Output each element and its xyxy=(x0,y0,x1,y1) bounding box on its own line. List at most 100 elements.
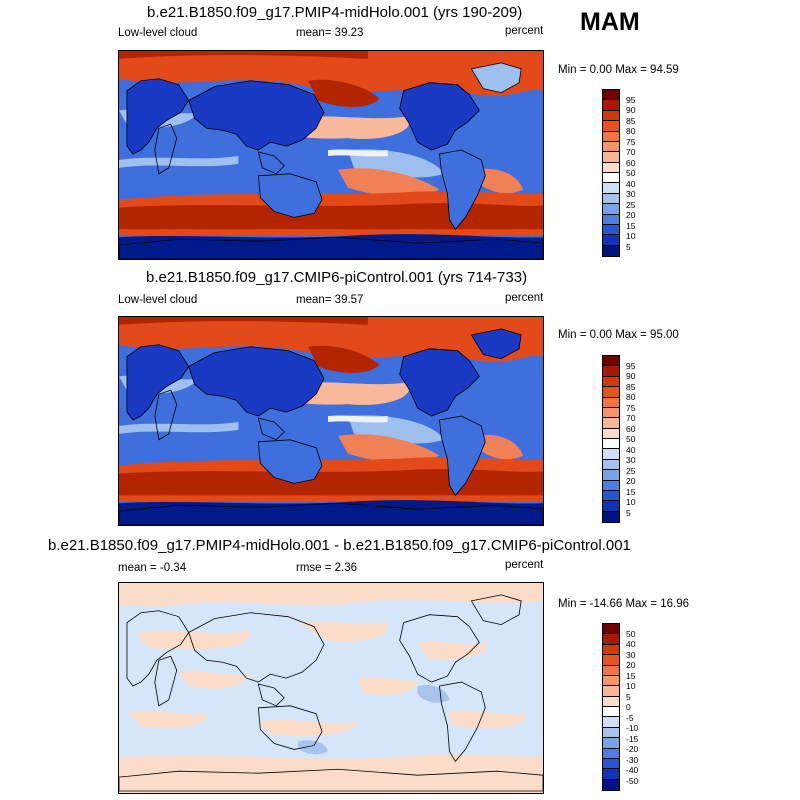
colorbar-tick-label: 90 xyxy=(626,105,636,115)
colorbar-swatch xyxy=(603,397,619,408)
panel-1-field-label: Low-level cloud xyxy=(118,27,198,39)
colorbar-tick-label: -30 xyxy=(626,754,639,765)
panel-3-mean: mean = -0.34 xyxy=(118,562,187,574)
colorbar-tick-label: -50 xyxy=(626,775,639,786)
colorbar-tick-label: 95 xyxy=(626,94,636,105)
panel-1-cloud-field xyxy=(119,51,543,259)
colorbar-swatch xyxy=(603,224,619,236)
colorbar-swatch xyxy=(603,470,619,481)
colorbar-swatch xyxy=(603,418,619,429)
colorbar-tick-label: 50 xyxy=(626,628,636,639)
colorbar-swatch xyxy=(603,758,619,770)
colorbar-tick-label: -40 xyxy=(626,765,639,775)
panel-3-rmse: rmse = 2.36 xyxy=(296,562,358,574)
colorbar-tick-label: 30 xyxy=(626,189,636,199)
panel-2-field-label: Low-level cloud xyxy=(118,294,198,306)
panel-2-title: b.e21.B1850.f09_g17.CMIP6-piControl.001 … xyxy=(146,269,528,286)
colorbar-swatch xyxy=(603,235,619,246)
panel-2-mean: mean= 39.57 xyxy=(296,294,364,306)
colorbar-swatch xyxy=(603,738,619,749)
panel-3-difference-field xyxy=(119,583,543,793)
colorbar-tick-label: 5 xyxy=(626,507,631,518)
colorbar-swatch xyxy=(603,162,619,173)
panel-2-minmax: Min = 0.00 Max = 95.00 xyxy=(558,329,679,341)
colorbar-tick-label: 10 xyxy=(626,497,636,507)
colorbar-tick-label: 20 xyxy=(626,210,636,220)
panel-2-map xyxy=(118,316,544,526)
colorbar-swatch xyxy=(603,634,619,645)
panel-2-colorbar xyxy=(602,355,620,523)
colorbar-tick-label: 75 xyxy=(626,402,636,413)
colorbar-swatch xyxy=(603,100,619,111)
colorbar-tick-label: 20 xyxy=(626,476,636,486)
season-label: MAM xyxy=(580,8,640,36)
colorbar-swatch xyxy=(603,769,619,780)
colorbar-swatch xyxy=(603,501,619,512)
colorbar-tick-label: 80 xyxy=(626,126,636,136)
panel-2-units: percent xyxy=(505,292,544,304)
colorbar-tick-label: 60 xyxy=(626,157,636,168)
colorbar-swatch xyxy=(603,459,619,471)
colorbar-swatch xyxy=(603,779,619,790)
panel-3-colorbar xyxy=(602,623,620,791)
panel-1-colorbar xyxy=(602,89,620,257)
colorbar-tick-label: 15 xyxy=(626,670,636,681)
colorbar-tick-label: 30 xyxy=(626,455,636,465)
colorbar-swatch xyxy=(603,131,619,142)
panel-3-units: percent xyxy=(505,559,544,571)
colorbar-swatch xyxy=(603,193,619,205)
colorbar-tick-label: 60 xyxy=(626,423,636,434)
colorbar-tick-label: 70 xyxy=(626,147,636,157)
panel-1-units: percent xyxy=(505,25,544,37)
colorbar-tick-label: 25 xyxy=(626,465,636,476)
colorbar-swatch xyxy=(603,490,619,502)
colorbar-tick-label: 50 xyxy=(626,168,636,178)
panel-3-title: b.e21.B1850.f09_g17.PMIP4-midHolo.001 - … xyxy=(48,537,631,554)
colorbar-swatch xyxy=(603,675,619,687)
colorbar-swatch xyxy=(603,511,619,522)
panel-1-mean: mean= 39.23 xyxy=(296,27,364,39)
colorbar-swatch xyxy=(603,748,619,759)
colorbar-swatch xyxy=(603,428,619,439)
colorbar-tick-label: 85 xyxy=(626,381,636,392)
panel-1-title: b.e21.B1850.f09_g17.PMIP4-midHolo.001 (y… xyxy=(147,4,523,21)
colorbar-swatch xyxy=(603,366,619,377)
colorbar-tick-label: 5 xyxy=(626,691,631,702)
colorbar-swatch xyxy=(603,707,619,718)
colorbar-swatch xyxy=(603,407,619,419)
colorbar-swatch xyxy=(603,121,619,132)
colorbar-swatch xyxy=(603,727,619,739)
colorbar-swatch xyxy=(603,183,619,194)
colorbar-tick-label: 80 xyxy=(626,392,636,402)
colorbar-tick-label: 10 xyxy=(626,231,636,241)
colorbar-tick-label: 75 xyxy=(626,136,636,147)
colorbar-swatch xyxy=(603,152,619,163)
colorbar-tick-label: 95 xyxy=(626,360,636,371)
panel-1-minmax: Min = 0.00 Max = 94.59 xyxy=(558,64,679,76)
colorbar-tick-label: -5 xyxy=(626,712,634,723)
colorbar-tick-label: 5 xyxy=(626,241,631,252)
colorbar-swatch xyxy=(603,214,619,225)
colorbar-swatch xyxy=(603,376,619,388)
colorbar-tick-label: 20 xyxy=(626,660,636,670)
colorbar-swatch xyxy=(603,449,619,460)
colorbar-swatch xyxy=(603,141,619,153)
colorbar-swatch xyxy=(603,624,619,635)
colorbar-swatch xyxy=(603,356,619,367)
colorbar-tick-label: 30 xyxy=(626,649,636,660)
colorbar-tick-label: 90 xyxy=(626,371,636,381)
colorbar-swatch xyxy=(603,439,619,450)
colorbar-tick-label: 40 xyxy=(626,444,636,455)
colorbar-swatch xyxy=(603,387,619,398)
colorbar-swatch xyxy=(603,665,619,676)
colorbar-tick-label: 70 xyxy=(626,413,636,423)
colorbar-tick-label: 40 xyxy=(626,178,636,189)
colorbar-swatch xyxy=(603,173,619,184)
colorbar-swatch xyxy=(603,686,619,697)
colorbar-swatch xyxy=(603,204,619,215)
colorbar-swatch xyxy=(603,717,619,728)
panel-1-map xyxy=(118,50,544,260)
colorbar-swatch xyxy=(603,90,619,101)
colorbar-tick-label: -15 xyxy=(626,733,639,744)
colorbar-tick-label: -20 xyxy=(626,744,639,754)
